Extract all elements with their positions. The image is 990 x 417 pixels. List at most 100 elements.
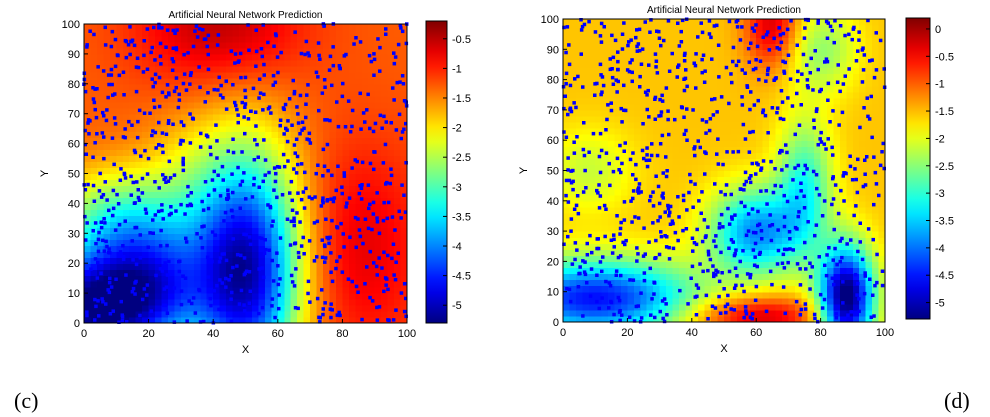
scatter-point xyxy=(93,107,97,112)
heatmap-cell xyxy=(595,176,603,184)
heatmap-cell xyxy=(303,239,311,246)
heatmap-cell xyxy=(142,179,150,187)
heatmap-cell xyxy=(698,303,706,311)
heatmap-cell xyxy=(226,245,234,252)
scatter-point xyxy=(230,208,234,213)
heatmap-cell xyxy=(264,89,272,97)
heatmap-cell xyxy=(640,297,648,305)
heatmap-cell xyxy=(685,67,693,75)
heatmap-cell xyxy=(290,197,298,204)
heatmap-cell xyxy=(258,35,266,43)
heatmap-cell xyxy=(303,293,311,300)
heatmap-cell xyxy=(394,245,402,252)
heatmap-cell xyxy=(711,291,719,299)
heatmap-cell xyxy=(717,122,725,129)
heatmap-cell xyxy=(595,212,603,220)
scatter-point xyxy=(361,111,366,115)
heatmap-cell xyxy=(355,83,363,91)
heatmap-cell xyxy=(213,35,221,43)
heatmap-cell xyxy=(161,239,169,246)
heatmap-cell xyxy=(569,297,577,305)
heatmap-cell xyxy=(90,245,98,252)
heatmap-cell xyxy=(601,43,609,50)
heatmap-cell xyxy=(155,47,163,55)
heatmap-cell xyxy=(277,311,285,318)
heatmap-cell xyxy=(640,79,648,87)
heatmap-cell xyxy=(394,191,402,199)
heatmap-cell xyxy=(174,143,182,151)
heatmap-cell xyxy=(316,24,324,31)
heatmap-cell xyxy=(174,275,182,282)
heatmap-cell xyxy=(736,73,744,81)
x-tick-label: 40 xyxy=(207,328,219,340)
heatmap-cell xyxy=(368,305,376,312)
scatter-point xyxy=(215,156,219,160)
heatmap-cell xyxy=(155,173,163,181)
heatmap-cell xyxy=(329,107,337,115)
heatmap-cell xyxy=(180,221,188,228)
heatmap-cell xyxy=(595,255,603,262)
scatter-point xyxy=(157,104,162,109)
heatmap-cell xyxy=(310,185,318,193)
heatmap-cell xyxy=(691,79,699,87)
scatter-point xyxy=(176,105,181,110)
heatmap-cell xyxy=(155,281,163,288)
heatmap-cell xyxy=(167,113,176,121)
heatmap-cell xyxy=(103,137,111,145)
heatmap-cell xyxy=(374,107,382,115)
scatter-point xyxy=(260,290,265,294)
scatter-point xyxy=(394,260,398,264)
scatter-point xyxy=(288,243,293,247)
scatter-point xyxy=(340,185,344,189)
scatter-point xyxy=(103,180,107,184)
heatmap-cell xyxy=(640,37,648,44)
heatmap-cell xyxy=(348,281,356,288)
heatmap-cell xyxy=(226,287,234,294)
heatmap-cell xyxy=(646,206,654,214)
heatmap-cell xyxy=(251,203,260,210)
heatmap-cell xyxy=(348,257,356,264)
scatter-point xyxy=(272,166,277,170)
scatter-point xyxy=(315,255,319,259)
heatmap-cell xyxy=(310,233,318,240)
heatmap-cell xyxy=(348,239,356,246)
heatmap-cell xyxy=(666,91,674,99)
heatmap-cell xyxy=(200,203,208,210)
heatmap-cell xyxy=(116,41,124,49)
heatmap-cell xyxy=(200,143,208,151)
heatmap-cell xyxy=(736,243,744,250)
heatmap-cell xyxy=(640,73,648,81)
heatmap-cell xyxy=(756,218,764,226)
heatmap-cell xyxy=(310,245,318,252)
heatmap-cell xyxy=(239,107,247,115)
heatmap-cell xyxy=(736,91,744,99)
scatter-point xyxy=(148,111,152,115)
scatter-point xyxy=(389,167,393,171)
scatter-point xyxy=(142,287,147,291)
heatmap-cell xyxy=(342,185,350,193)
heatmap-cell xyxy=(569,194,577,202)
heatmap-cell xyxy=(717,37,725,44)
heatmap-cell xyxy=(335,299,343,306)
scatter-point xyxy=(118,250,123,254)
heatmap-cell xyxy=(290,317,298,324)
heatmap-cell xyxy=(122,59,130,67)
heatmap-cell xyxy=(666,134,674,141)
heatmap-cell xyxy=(368,203,376,210)
heatmap-cell xyxy=(193,215,201,222)
heatmap-cell xyxy=(323,125,331,133)
scatter-point xyxy=(172,286,177,290)
scatter-point xyxy=(273,80,278,85)
heatmap-cell xyxy=(290,155,298,163)
heatmap-cell xyxy=(387,245,395,252)
heatmap-cell xyxy=(691,109,699,117)
heatmap-cell xyxy=(659,115,667,123)
heatmap-cell xyxy=(736,146,744,153)
heatmap-cell xyxy=(756,134,764,141)
heatmap-cell xyxy=(226,119,234,127)
heatmap-cell xyxy=(614,194,622,202)
heatmap-cell xyxy=(563,146,571,153)
heatmap-cell xyxy=(595,128,603,135)
heatmap-cell xyxy=(142,53,150,61)
heatmap-cell xyxy=(672,164,680,172)
